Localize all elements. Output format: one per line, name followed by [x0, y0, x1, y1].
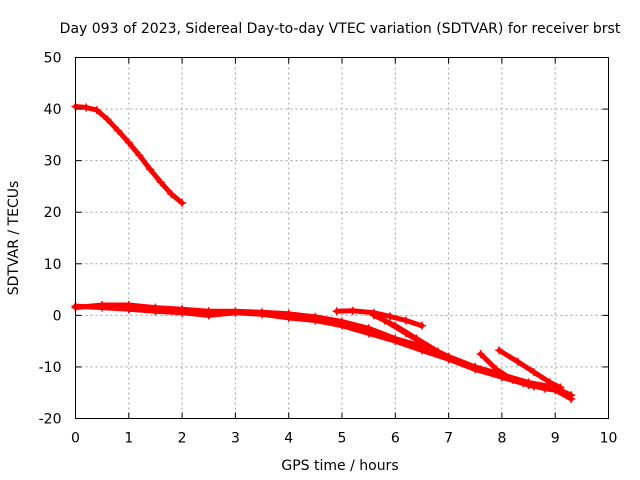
data-point: [178, 308, 187, 317]
data-point: [513, 357, 522, 366]
x-tick-label: 2: [178, 431, 187, 447]
y-tick-label: 50: [44, 51, 62, 67]
series-track-8: [495, 346, 565, 392]
series-line: [478, 351, 537, 389]
data-point: [231, 308, 240, 317]
series-track-7: [476, 350, 538, 391]
y-axis-label: SDTVAR / TECUs: [6, 181, 22, 296]
data-point: [348, 306, 357, 315]
data-point: [476, 350, 485, 359]
ticks: 0 1 2 3 4 5 6 7 8 9 10 -20 -10 0 10 20 30 40 50: [39, 51, 618, 447]
data-point: [444, 353, 453, 362]
data-point: [476, 365, 485, 374]
x-tick-label: 8: [497, 431, 506, 447]
x-tick-label: 9: [551, 431, 560, 447]
data-point: [311, 316, 320, 325]
data-point: [529, 368, 538, 377]
series-track-6: [380, 316, 453, 362]
y-tick-label: 40: [44, 102, 62, 118]
data-point: [401, 316, 410, 325]
data-point: [284, 313, 293, 322]
data-point: [455, 357, 464, 366]
series-line: [382, 318, 452, 361]
data-point: [151, 307, 160, 316]
x-tick-label: 0: [71, 431, 80, 447]
data-point: [545, 378, 554, 387]
data-point: [167, 190, 176, 199]
series-line: [73, 303, 574, 402]
y-tick-label: 20: [44, 205, 62, 221]
data-point: [492, 365, 501, 374]
data-point: [423, 342, 432, 351]
x-tick-label: 4: [284, 431, 293, 447]
data-point: [98, 303, 107, 312]
y-tick-label: 30: [44, 154, 62, 170]
data-point: [114, 126, 123, 135]
data-point: [156, 178, 165, 187]
data-layer: [71, 102, 576, 403]
data-point: [204, 311, 213, 320]
data-point: [529, 382, 538, 391]
data-point: [146, 165, 155, 174]
data-point: [124, 305, 133, 314]
data-point: [495, 346, 504, 355]
data-point: [401, 329, 410, 338]
x-tick-label: 10: [600, 431, 618, 447]
data-point: [417, 346, 426, 355]
data-point: [556, 383, 565, 392]
data-point: [417, 321, 426, 330]
data-point: [364, 329, 373, 338]
x-tick-label: 3: [231, 431, 240, 447]
data-point: [103, 115, 112, 124]
data-point: [508, 375, 517, 384]
y-tick-label: 0: [53, 308, 62, 324]
data-point: [178, 198, 187, 207]
data-point: [540, 384, 549, 393]
data-point: [385, 312, 394, 321]
data-point: [567, 394, 576, 403]
x-axis-label: GPS time / hours: [281, 458, 398, 474]
grid: [75, 57, 609, 419]
data-point: [369, 311, 378, 320]
x-tick-label: 5: [338, 431, 347, 447]
y-tick-label: -10: [39, 360, 62, 376]
chart-title: Day 093 of 2023, Sidereal Day-to-day VTE…: [60, 21, 621, 37]
data-point: [391, 337, 400, 346]
data-point: [380, 316, 389, 325]
data-point: [332, 307, 341, 316]
data-point: [124, 138, 133, 147]
data-point: [135, 151, 144, 160]
data-point: [258, 310, 267, 319]
x-tick-label: 6: [391, 431, 400, 447]
x-tick-label: 7: [444, 431, 453, 447]
y-tick-label: -20: [39, 412, 62, 428]
data-point: [82, 103, 91, 112]
y-tick-label: 10: [44, 257, 62, 273]
data-point: [92, 106, 101, 115]
x-tick-label: 1: [124, 431, 133, 447]
data-point: [338, 321, 346, 330]
